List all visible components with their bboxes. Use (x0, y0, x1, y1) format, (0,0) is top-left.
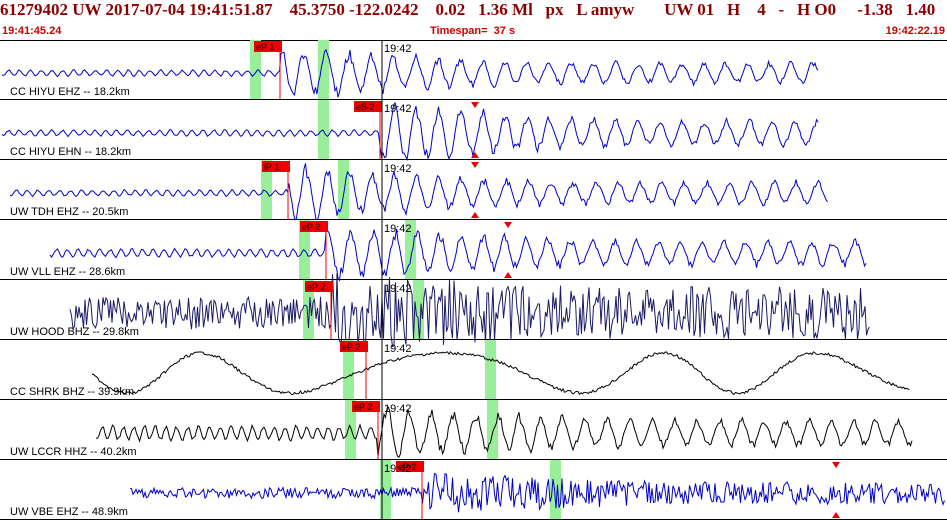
station-label: UW VBE EHZ -- 48.9km (10, 506, 128, 518)
minute-tick-label: 19:42 (384, 463, 412, 475)
trace-row[interactable]: eP 2 19:42 UW HOOD BHZ -- 29.8km (0, 273, 947, 351)
amplitude-marker[interactable] (471, 212, 479, 218)
seismogram-panel[interactable]: eP 1 19:42 CC HIYU EHZ -- 18.2km eS 2 19:42 C… (0, 40, 947, 520)
coda-window-marker[interactable] (485, 340, 496, 399)
waveform-trace (129, 472, 945, 513)
phase-pick-flag[interactable] (305, 281, 333, 292)
minute-tick-label: 19:42 (384, 103, 412, 115)
phase-pick-label: eP 2 (398, 462, 416, 472)
coda-window-marker[interactable] (338, 160, 349, 219)
coda-window-marker[interactable] (550, 460, 561, 519)
minute-tick-label: 19:42 (384, 163, 412, 175)
minute-tick-label: 19:42 (384, 43, 412, 55)
phase-pick-label: eP 2 (307, 282, 325, 292)
coda-window-marker[interactable] (303, 280, 314, 339)
coda-window-marker[interactable] (487, 400, 498, 459)
phase-pick-flag[interactable] (340, 341, 368, 352)
trace-row[interactable]: eP 2 19:42 UW LCCR HHZ -- 40.2km (0, 400, 947, 460)
coda-window-marker[interactable] (250, 40, 261, 99)
trace-row[interactable]: eP 219:42 UW VBE EHZ -- 48.9km (0, 460, 947, 520)
minute-tick-label: 19:42 (384, 343, 412, 355)
minute-tick-label: 19:42 (384, 403, 412, 415)
waveform-trace (9, 163, 828, 221)
trace-row[interactable]: eS 2 19:42 CC HIYU EHN -- 18.2km (0, 100, 947, 162)
event-summary-line: 61279402 UW 2017-07-04 19:41:51.87 45.37… (0, 0, 936, 19)
amplitude-marker[interactable] (471, 102, 479, 108)
coda-window-marker[interactable] (413, 280, 424, 339)
coda-window-marker[interactable] (318, 40, 329, 99)
coda-window-marker[interactable] (343, 340, 354, 399)
amplitude-marker[interactable] (504, 272, 512, 278)
coda-window-marker[interactable] (380, 460, 391, 519)
phase-pick-flag[interactable] (396, 461, 424, 472)
waveform-trace (69, 273, 870, 351)
trace-row[interactable]: iP 1 19:42 UW TDH EHZ -- 20.5km (0, 160, 947, 221)
end-time-label: 19:42:22.19 (885, 25, 945, 37)
station-label: CC SHRK BHZ -- 39.9km (10, 386, 134, 398)
coda-window-marker[interactable] (261, 160, 272, 219)
phase-pick-label: eP 2 (354, 402, 372, 412)
station-label: UW TDH EHZ -- 20.5km (10, 206, 128, 218)
coda-window-marker[interactable] (318, 100, 329, 159)
phase-pick-flag[interactable] (354, 101, 382, 112)
coda-window-marker[interactable] (299, 220, 310, 279)
coda-window-marker[interactable] (405, 220, 416, 279)
station-label: CC HIYU EHN -- 18.2km (10, 146, 131, 158)
trace-row[interactable]: eP 2 19:42 UW VLL EHZ -- 28.6km (0, 220, 947, 282)
waveform-trace (49, 228, 867, 282)
phase-pick-flag[interactable] (300, 221, 328, 232)
phase-pick-label: eP 2 (342, 342, 360, 352)
phase-pick-label: iP 1 (264, 162, 279, 172)
amplitude-marker[interactable] (832, 512, 840, 518)
event-header: 61279402 UW 2017-07-04 19:41:51.87 45.37… (0, 0, 947, 38)
waveform-trace (1, 101, 819, 162)
phase-pick-flag[interactable] (254, 41, 282, 52)
station-label: CC HIYU EHZ -- 18.2km (10, 86, 130, 98)
phase-pick-label: eP 1 (256, 42, 274, 52)
trace-row[interactable]: eP 2 19:42 CC SHRK BHZ -- 39.9km (0, 340, 947, 400)
coda-window-marker[interactable] (345, 400, 356, 459)
phase-pick-label: eS 2 (356, 102, 375, 112)
station-label: UW LCCR HHZ -- 40.2km (10, 446, 137, 458)
amplitude-marker[interactable] (832, 462, 840, 468)
station-label: UW VLL EHZ -- 28.6km (10, 266, 125, 278)
waveform-trace (2, 48, 819, 98)
phase-pick-label: eP 2 (302, 222, 320, 232)
station-label: UW HOOD BHZ -- 29.8km (10, 326, 139, 338)
phase-pick-flag[interactable] (352, 401, 380, 412)
timespan-label: Timespan= 37 s (430, 25, 516, 37)
minute-tick-label: 19:42 (384, 283, 412, 295)
time-axis-line (0, 37, 947, 41)
amplitude-marker[interactable] (504, 222, 512, 228)
amplitude-marker[interactable] (471, 162, 479, 168)
amplitude-marker[interactable] (471, 152, 479, 158)
start-time-label: 19:41:45.24 (2, 25, 62, 37)
trace-row[interactable]: eP 1 19:42 CC HIYU EHZ -- 18.2km (0, 40, 947, 100)
waveform-trace (91, 351, 910, 396)
minute-tick-label: 19:42 (384, 223, 412, 235)
waveform-trace (95, 406, 913, 458)
phase-pick-flag[interactable] (262, 161, 290, 172)
